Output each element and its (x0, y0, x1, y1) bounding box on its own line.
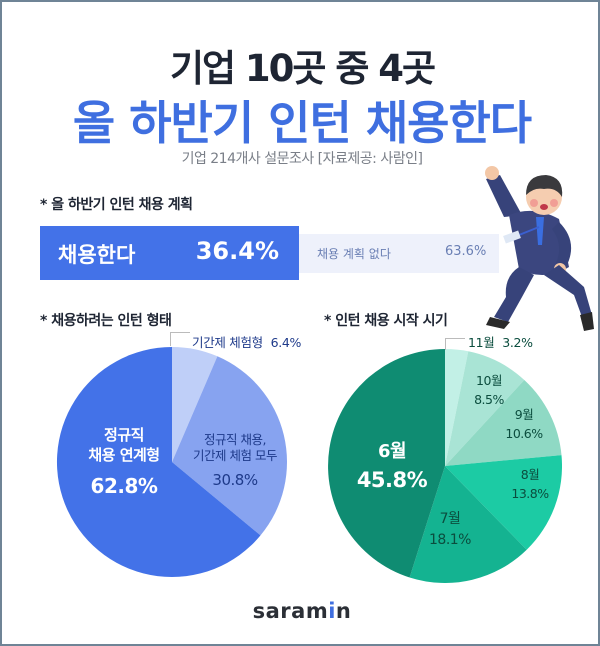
headline-line2: 올 하반기 인턴 채용한다 (72, 96, 532, 150)
bar-will-hire-value: 36.4% (195, 237, 279, 265)
logo-text-post: n (335, 599, 352, 623)
jumping-businessman-illustration (485, 166, 594, 331)
bar-no-plan: 채용 계획 없다 63.6% (299, 234, 499, 273)
oct-value: 8.5% (474, 391, 504, 407)
slice-trial-callout: 기간제 체험형 6.4% (192, 332, 301, 351)
sep-month: 9월 (514, 407, 534, 422)
trial-callout-line (170, 332, 190, 346)
jun-value: 45.8% (356, 468, 428, 493)
slice-sep-label: 9월 10.6% (499, 406, 549, 444)
start-month-pie-chart (328, 349, 562, 583)
nov-callout-line (445, 338, 465, 350)
jul-month: 7월 (439, 511, 461, 527)
headline-line1: 기업 10곳 중 4곳 (169, 47, 436, 90)
aug-month: 8월 (520, 467, 540, 482)
intern-type-pie-chart (56, 346, 288, 577)
bar-will-hire-label: 채용한다 (58, 243, 136, 267)
slice-main-label-line1: 정규직 (104, 426, 144, 444)
jul-value: 18.1% (429, 532, 471, 548)
aug-value: 13.8% (511, 485, 549, 501)
jun-month: 6월 (377, 441, 407, 462)
oct-month: 10월 (476, 373, 502, 388)
slice-main-label-line2: 채용 연계형 (88, 445, 160, 464)
slice-oct (445, 351, 525, 466)
section-hiring-plan-label: * 올 하반기 인턴 채용 계획 (40, 197, 193, 213)
nov-value: 3.2% (502, 335, 533, 350)
slice-jun (328, 349, 445, 578)
bar-no-plan-value: 63.6% (445, 244, 487, 259)
slice-both (172, 356, 288, 536)
slice-jul (409, 466, 527, 583)
bar-no-plan-label: 채용 계획 없다 (317, 247, 391, 261)
slice-oct-label: 10월 8.5% (464, 372, 514, 410)
logo-text-i: i (328, 599, 336, 623)
slice-trial (172, 346, 218, 462)
nov-month: 11월 (468, 335, 495, 350)
slice-aug (445, 455, 562, 550)
logo-text-pre: saram (252, 599, 329, 623)
bar-will-hire: 채용한다 36.4% (40, 226, 299, 280)
section-start-month-label: * 인턴 채용 시작 시기 (324, 313, 448, 329)
slice-trial-label: 기간제 체험형 (192, 335, 263, 350)
slice-jul-label: 7월 18.1% (420, 509, 480, 551)
section-intern-type-label: * 채용하려는 인턴 형태 (40, 313, 172, 329)
slice-regular-linked (56, 347, 261, 577)
slice-main-value: 62.8% (90, 474, 158, 498)
slice-aug-label: 8월 13.8% (500, 466, 560, 504)
sep-value: 10.6% (505, 425, 543, 441)
slice-both-label-line2: 기간제 체험 모두 (193, 448, 277, 464)
slice-nov (445, 349, 469, 466)
slice-sep (445, 380, 562, 466)
slice-trial-value: 6.4% (270, 335, 302, 350)
slice-jun-label: 6월 45.8% (342, 440, 442, 495)
survey-subtitle: 기업 214개사 설문조사 [자료제공: 사람인] (181, 151, 423, 167)
slice-both-label: 정규직 채용, 기간제 체험 모두 30.8% (180, 432, 290, 490)
saramin-logo: saramin (2, 599, 598, 623)
slice-both-value: 30.8% (212, 470, 258, 489)
slice-nov-callout: 11월 3.2% (468, 332, 533, 351)
slice-both-label-line1: 정규직 채용, (204, 432, 266, 447)
slice-regular-linked-label: 정규직 채용 연계형 62.8% (64, 426, 184, 499)
